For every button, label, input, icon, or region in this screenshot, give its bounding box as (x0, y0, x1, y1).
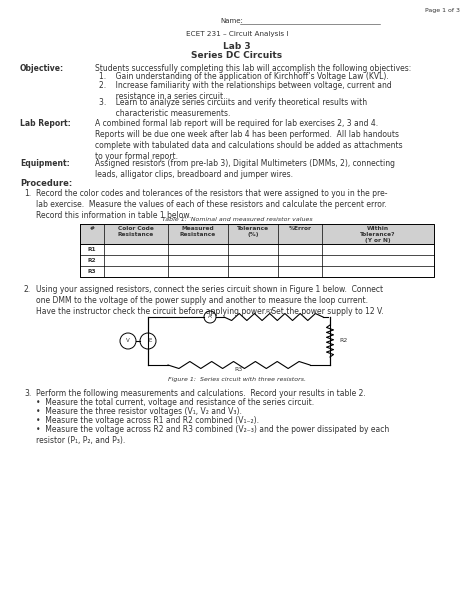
Text: R3: R3 (88, 269, 96, 274)
Text: 1.: 1. (24, 189, 31, 198)
Text: A: A (208, 315, 212, 319)
Text: R3: R3 (235, 367, 243, 372)
Text: R2: R2 (88, 258, 96, 263)
Text: Measured
Resistance: Measured Resistance (180, 226, 216, 237)
Text: 2.: 2. (24, 285, 31, 294)
Text: Using your assigned resistors, connect the series circuit shown in Figure 1 belo: Using your assigned resistors, connect t… (36, 285, 383, 316)
Text: 1.    Gain understanding of the application of Kirchhoff’s Voltage Law (KVL).: 1. Gain understanding of the application… (99, 72, 389, 81)
Text: Students successfully completing this lab will accomplish the following objectiv: Students successfully completing this la… (95, 64, 411, 73)
Text: R1: R1 (88, 247, 96, 252)
Text: Lab Report:: Lab Report: (20, 119, 71, 128)
Text: #: # (90, 226, 94, 231)
Text: Equipment:: Equipment: (20, 159, 70, 168)
Text: Within
Tolerance?
(Y or N): Within Tolerance? (Y or N) (360, 226, 396, 242)
Text: Record the color codes and tolerances of the resistors that were assigned to you: Record the color codes and tolerances of… (36, 189, 388, 220)
Text: ECET 231 – Circuit Analysis I: ECET 231 – Circuit Analysis I (186, 31, 288, 37)
Text: E: E (148, 338, 152, 343)
Text: Name:: Name: (220, 18, 243, 24)
Text: Procedure:: Procedure: (20, 179, 72, 188)
Text: 2.    Increase familiarity with the relationships between voltage, current and
 : 2. Increase familiarity with the relatio… (99, 81, 392, 101)
Text: 3.: 3. (24, 389, 31, 398)
Text: R1: R1 (265, 309, 273, 314)
Bar (80, 224, 434, 244)
Text: Objective:: Objective: (20, 64, 64, 73)
Text: Assigned resistors (from pre-lab 3), Digital Multimeters (DMMs, 2), connecting
l: Assigned resistors (from pre-lab 3), Dig… (95, 159, 395, 179)
Text: Figure 1:  Series circuit with three resistors.: Figure 1: Series circuit with three resi… (168, 377, 306, 382)
Text: •  Measure the three resistor voltages (V₁, V₂ and V₃).: • Measure the three resistor voltages (V… (36, 407, 242, 416)
Text: 3.    Learn to analyze series circuits and verify theoretical results with
     : 3. Learn to analyze series circuits and … (99, 98, 367, 118)
Text: Table 1:  Nominal and measured resistor values: Table 1: Nominal and measured resistor v… (162, 217, 312, 222)
Text: Series DC Circuits: Series DC Circuits (191, 51, 283, 60)
Text: %Error: %Error (289, 226, 311, 231)
Text: Color Code
Resistance: Color Code Resistance (118, 226, 154, 237)
Text: R2: R2 (339, 338, 347, 343)
Text: Perform the following measurements and calculations.  Record your results in tab: Perform the following measurements and c… (36, 389, 366, 398)
Text: V: V (126, 338, 130, 343)
Text: Tolerance
(%): Tolerance (%) (237, 226, 269, 237)
Text: •  Measure the total current, voltage and resistance of the series circuit.: • Measure the total current, voltage and… (36, 398, 314, 407)
Text: •  Measure the voltage across R1 and R2 combined (V₁₋₂).: • Measure the voltage across R1 and R2 c… (36, 416, 259, 425)
Text: Page 1 of 3: Page 1 of 3 (425, 8, 460, 13)
Text: •  Measure the voltage across R2 and R3 combined (V₂₋₃) and the power dissipated: • Measure the voltage across R2 and R3 c… (36, 425, 389, 445)
Text: Lab 3: Lab 3 (223, 42, 251, 51)
Text: A combined formal lab report will be required for lab exercises 2, 3 and 4.
Repo: A combined formal lab report will be req… (95, 119, 402, 162)
